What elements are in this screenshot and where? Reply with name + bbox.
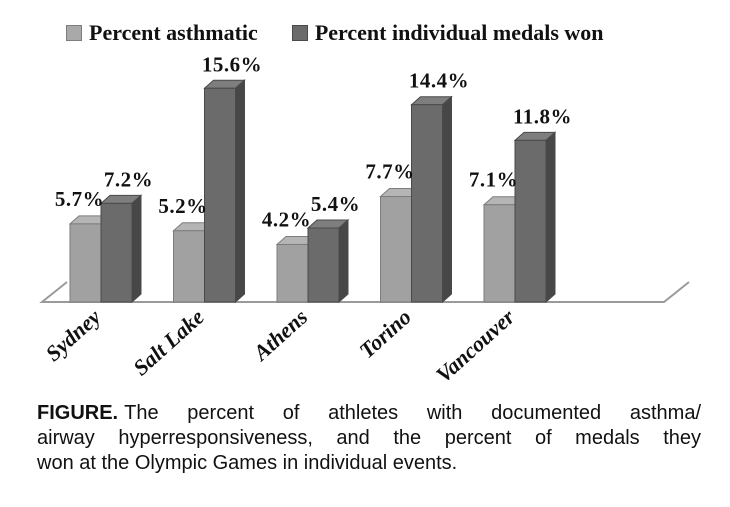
bar-chart: 5.7%7.2% Sydney 5.2% 15.6% Salt Lake 4.2%5.4%… <box>39 52 690 387</box>
legend-label-asthmatic: Percent asthmatic <box>89 20 258 45</box>
legend-item-percent-asthmatic: Percent asthmatic <box>66 20 258 46</box>
category-label-sydney: Sydney <box>40 304 105 366</box>
bar-athens-percent-medals-won <box>307 227 340 303</box>
value-label-vancouver-asthmatic: 7.1% <box>469 168 518 192</box>
bar-side-face-salt-lake-medals <box>235 79 245 304</box>
caption-line-1: FIGURE. The percent of athletes with docu… <box>37 401 701 426</box>
value-label-torino-medals: 14.4% <box>409 69 469 93</box>
bar-side-face-sydney-medals <box>131 194 142 304</box>
chart-legend: Percent asthmatic Percent individual med… <box>66 20 604 46</box>
bar-torino-percent-medals-won <box>411 104 443 303</box>
bar-side-face-athens-medals <box>338 218 349 304</box>
bar-athens-percent-asthmatic <box>276 243 309 303</box>
legend-label-medals: Percent individual medals won <box>314 20 604 45</box>
bar-salt-lake-percent-medals-won <box>204 87 236 303</box>
caption-text-2: airway hyperresponsiveness, and the perc… <box>37 427 701 449</box>
bar-vancouver-percent-medals-won <box>514 139 547 303</box>
category-label-torino: Torino <box>354 304 416 363</box>
value-label-salt-lake-asthmatic: 5.2% <box>158 194 207 218</box>
value-label-athens-asthmatic: 4.2% <box>262 207 311 231</box>
bar-sydney-percent-medals-won <box>100 202 133 303</box>
legend-swatch-asthmatic <box>66 25 82 41</box>
category-label-athens: Athens <box>247 304 312 366</box>
caption-line-3: won at the Olympic Games in individual e… <box>37 451 701 476</box>
value-label-athens-medals: 5.4% <box>311 192 360 216</box>
value-label-salt-lake-medals: 15.6% <box>202 52 262 76</box>
category-label-salt-lake: Salt Lake <box>128 304 209 380</box>
caption-text-3: won at the Olympic Games in individual e… <box>37 452 458 474</box>
bar-torino-percent-asthmatic <box>380 196 412 303</box>
value-label-vancouver-medals: 11.8% <box>513 104 572 128</box>
value-label-sydney-medals: 7.2% <box>104 167 153 191</box>
caption-text-1: The percent of athletes with documented … <box>124 402 701 424</box>
bar-side-face-torino-medals <box>442 95 452 304</box>
caption-figure-label: FIGURE. <box>37 402 119 424</box>
legend-item-percent-medals: Percent individual medals won <box>291 20 604 46</box>
value-label-torino-asthmatic: 7.7% <box>365 160 414 184</box>
category-label-vancouver: Vancouver <box>431 304 520 387</box>
bar-side-face-vancouver-medals <box>545 131 556 304</box>
chart-floor <box>39 281 690 303</box>
value-label-sydney-asthmatic: 5.7% <box>55 187 104 211</box>
bar-sydney-percent-asthmatic <box>69 223 102 303</box>
bar-salt-lake-percent-asthmatic <box>173 230 205 303</box>
figure-caption: FIGURE. The percent of athletes with docu… <box>37 401 701 476</box>
legend-swatch-medals <box>291 25 308 41</box>
bar-vancouver-percent-asthmatic <box>483 204 516 303</box>
caption-line-2: airway hyperresponsiveness, and the perc… <box>37 426 701 451</box>
